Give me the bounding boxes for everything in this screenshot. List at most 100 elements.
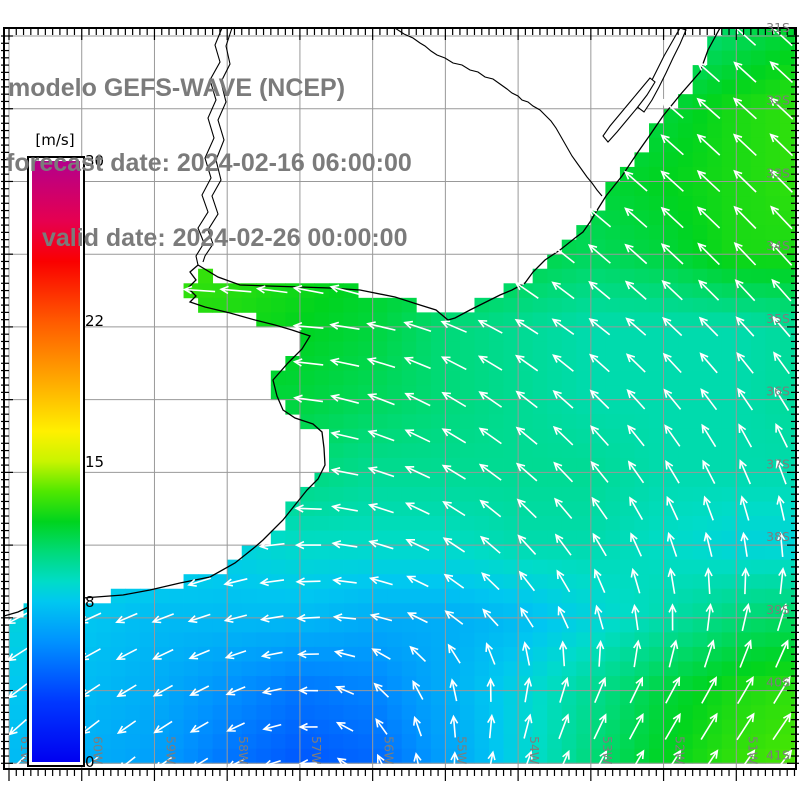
wind-arrow [406, 612, 428, 624]
wave-cell [212, 676, 228, 691]
wave-cell [779, 283, 795, 299]
wave-cell [779, 108, 795, 124]
wave-cell [605, 530, 621, 546]
wave-cell [561, 603, 577, 619]
wave-cell [474, 399, 490, 415]
wave-cell [721, 661, 737, 677]
wave-cell [649, 370, 664, 386]
wind-arrow [770, 205, 793, 230]
wave-cell [779, 661, 795, 677]
wind-arrow [406, 575, 429, 588]
wave-cell [590, 414, 606, 430]
latitude-label: 40S [766, 675, 790, 690]
wave-cell [270, 748, 286, 764]
wind-arrow [292, 322, 324, 331]
wave-cell [169, 676, 184, 691]
wave-cell [299, 399, 315, 415]
wave-cell [692, 79, 708, 95]
wave-cell [576, 326, 592, 342]
wave-cell [721, 443, 737, 459]
wave-cell [634, 356, 650, 371]
wave-cell [576, 254, 592, 270]
wave-cell [779, 94, 795, 110]
wave-cell [503, 297, 519, 313]
wave-cell [256, 719, 272, 735]
wave-cell [518, 734, 534, 750]
wave-cell [532, 268, 548, 284]
wind-arrow [413, 752, 422, 769]
wave-cell [329, 734, 344, 750]
wind-arrow [551, 318, 575, 336]
wave-cell [678, 326, 694, 342]
wave-cell [619, 617, 635, 633]
wave-cell [285, 530, 301, 546]
wave-cell [358, 414, 374, 430]
wind-arrow [515, 426, 538, 445]
wave-cell [663, 588, 679, 604]
wave-cell [692, 559, 708, 575]
wave-cell [518, 719, 534, 735]
wave-cell [765, 36, 781, 51]
wave-cell [154, 734, 170, 750]
wave-cell [183, 588, 199, 604]
wave-cell [765, 748, 781, 764]
wave-cell [721, 152, 737, 168]
wave-cell [125, 719, 141, 735]
wave-cell [765, 123, 781, 139]
wave-cell [416, 341, 432, 357]
wave-cell [474, 297, 490, 313]
wave-cell [750, 632, 766, 648]
wave-cell [358, 632, 374, 648]
wave-cell [750, 516, 766, 531]
wave-cell [750, 123, 766, 139]
wave-cell [459, 341, 475, 357]
wave-cell [736, 137, 752, 153]
wave-cell [532, 559, 548, 575]
wave-cell [663, 705, 679, 721]
wave-cell [139, 632, 155, 648]
wave-cell [721, 137, 737, 153]
wave-cell [474, 370, 490, 386]
wave-cell [285, 646, 301, 662]
wave-cell [779, 588, 795, 604]
wave-cell [343, 486, 359, 502]
wave-cell [110, 676, 126, 691]
wave-cell [765, 152, 781, 168]
wave-cell [503, 385, 519, 401]
wave-cell [81, 676, 97, 691]
wave-cell [532, 501, 548, 517]
wave-cell [474, 516, 490, 531]
wave-cell [9, 661, 24, 677]
wave-cell [503, 545, 519, 561]
wave-cell [532, 472, 548, 488]
wind-arrow [660, 134, 684, 156]
colorbar [27, 156, 85, 767]
wind-arrow [593, 713, 607, 740]
wave-cell [270, 603, 286, 619]
wind-arrow [6, 647, 29, 662]
wave-cell [707, 166, 723, 182]
wave-cell [634, 196, 650, 211]
wave-cell [387, 734, 403, 750]
wave-cell [692, 123, 708, 139]
wind-arrow [776, 603, 788, 632]
wave-cell [678, 486, 694, 502]
wave-cell [605, 254, 621, 270]
wind-arrow [332, 613, 357, 622]
wave-cell [605, 414, 621, 430]
wave-cell [736, 588, 752, 604]
wave-cell [605, 748, 621, 764]
wave-cell [678, 94, 694, 110]
wave-cell [270, 690, 286, 706]
wave-cell [590, 588, 606, 604]
wave-cell [619, 545, 635, 561]
wave-cell [416, 734, 432, 750]
wind-arrow [629, 676, 643, 704]
wave-cell [721, 326, 737, 342]
brazil-uruguay-border [394, 28, 603, 197]
wave-cell [343, 457, 359, 473]
wave-cell [445, 356, 461, 371]
wave-cell [459, 501, 475, 517]
wave-cell [678, 472, 694, 488]
wave-cell [314, 588, 330, 604]
